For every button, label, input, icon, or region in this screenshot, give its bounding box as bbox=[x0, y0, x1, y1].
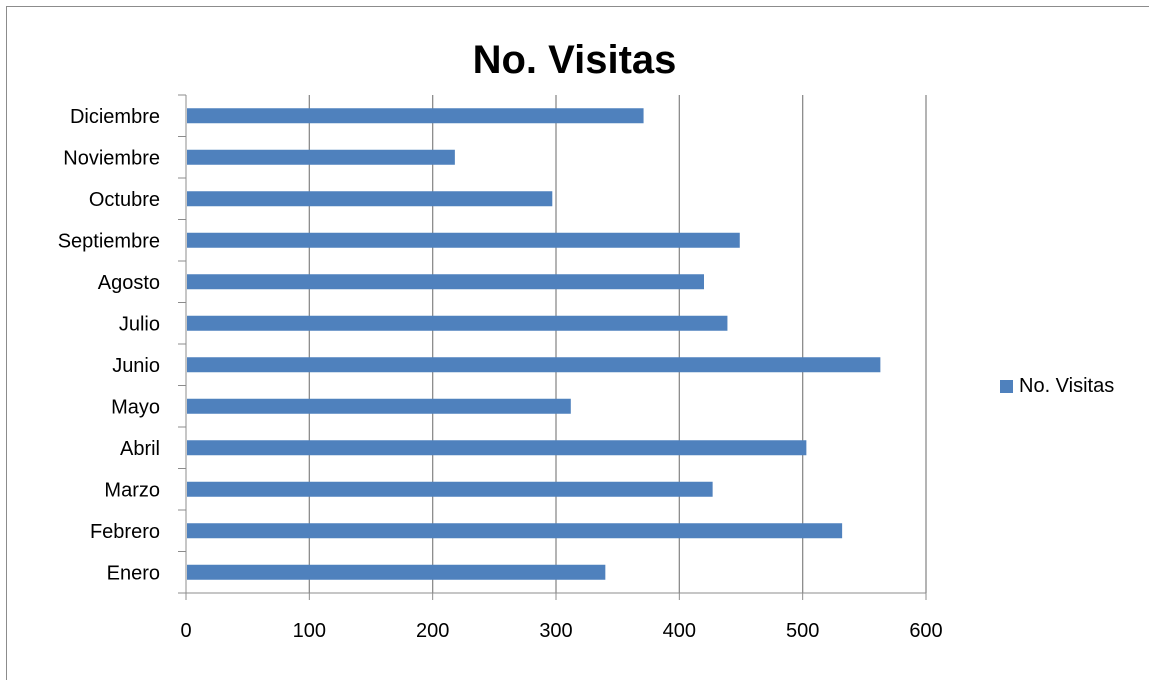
bar-julio bbox=[187, 315, 728, 331]
x-tick-label: 100 bbox=[293, 620, 326, 642]
chart-title: No. Visitas bbox=[472, 38, 677, 82]
bar-agosto bbox=[187, 274, 704, 290]
category-label: Abril bbox=[120, 438, 160, 460]
bar-marzo bbox=[187, 481, 713, 497]
x-tick-label: 300 bbox=[539, 620, 572, 642]
bar-abril bbox=[187, 440, 807, 456]
bar-febrero bbox=[187, 523, 843, 539]
category-label: Noviembre bbox=[63, 147, 160, 169]
category-label: Marzo bbox=[104, 479, 160, 501]
chart-frame bbox=[6, 6, 1149, 680]
bar-diciembre bbox=[187, 108, 644, 124]
category-label: Octubre bbox=[89, 189, 160, 211]
x-tick-label: 600 bbox=[909, 620, 942, 642]
category-label: Diciembre bbox=[70, 106, 160, 128]
legend-label: No. Visitas bbox=[1019, 375, 1115, 397]
bar-noviembre bbox=[187, 149, 455, 165]
bar-octubre bbox=[187, 191, 553, 207]
x-tick-label: 400 bbox=[663, 620, 696, 642]
bar-junio bbox=[187, 357, 881, 373]
category-label: Agosto bbox=[98, 272, 160, 294]
x-tick-label: 0 bbox=[180, 620, 191, 642]
bar-mayo bbox=[187, 398, 571, 414]
category-label: Julio bbox=[119, 313, 160, 335]
category-label: Junio bbox=[112, 355, 160, 377]
legend: No. Visitas bbox=[1000, 375, 1114, 398]
category-label: Enero bbox=[107, 562, 160, 584]
bar-enero bbox=[187, 564, 606, 580]
category-label: Mayo bbox=[111, 396, 160, 418]
x-tick-label: 200 bbox=[416, 620, 449, 642]
x-tick-label: 500 bbox=[786, 620, 819, 642]
legend-swatch bbox=[1000, 380, 1013, 393]
category-label: Febrero bbox=[90, 521, 160, 543]
bar-septiembre bbox=[187, 232, 740, 248]
category-label: Septiembre bbox=[58, 230, 160, 252]
